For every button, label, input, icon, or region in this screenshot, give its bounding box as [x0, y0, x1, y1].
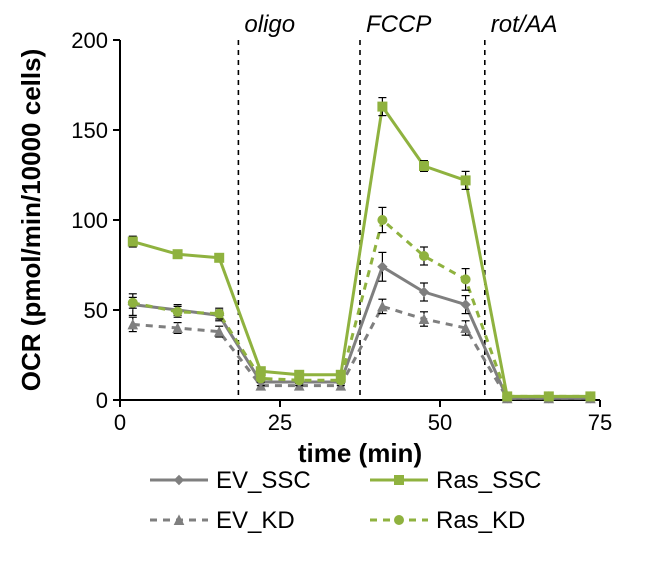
y-tick-label: 200 — [71, 28, 108, 53]
y-tick-label: 0 — [96, 388, 108, 413]
injection-label: rot/AA — [491, 11, 558, 38]
legend-label: Ras_SSC — [436, 467, 541, 494]
y-tick-label: 50 — [84, 298, 108, 323]
injection-label: FCCP — [366, 11, 431, 38]
legend-label: Ras_KD — [436, 507, 525, 534]
legend-label: EV_KD — [216, 507, 295, 534]
x-axis-label: time (min) — [298, 438, 422, 468]
y-tick-label: 150 — [71, 118, 108, 143]
series-line-Ras_SSC — [133, 107, 591, 397]
x-tick-label: 75 — [588, 410, 612, 435]
ocr-line-chart: 0 50 100 150 200 0 25 50 75 time (min) OCR (pmol/m… — [0, 0, 658, 580]
y-tick-label: 100 — [71, 208, 108, 233]
y-axis-label: OCR (pmol/min/10000 cells) — [16, 49, 46, 391]
legend-label: EV_SSC — [216, 467, 311, 494]
injection-label: oligo — [244, 11, 295, 38]
x-tick-label: 50 — [428, 410, 452, 435]
series-line-EV_SSC — [133, 267, 591, 398]
x-tick-label: 0 — [114, 410, 126, 435]
x-tick-label: 25 — [268, 410, 292, 435]
